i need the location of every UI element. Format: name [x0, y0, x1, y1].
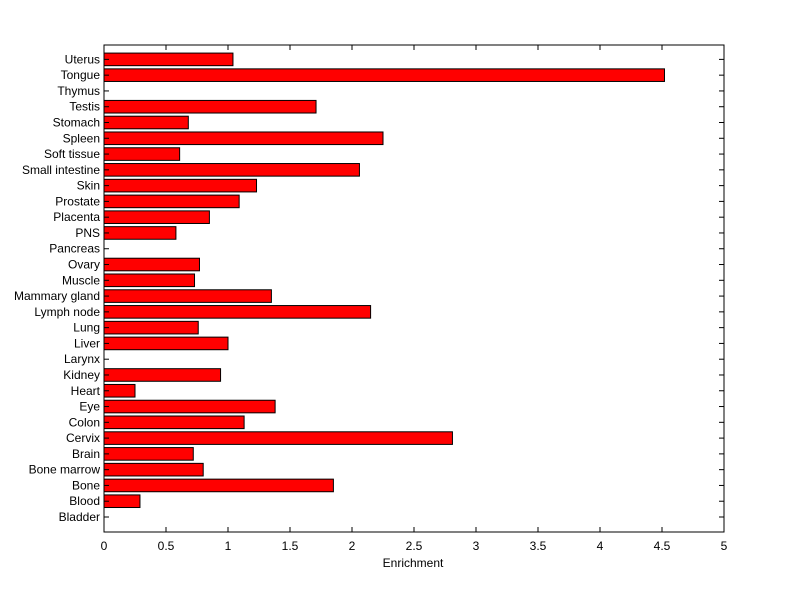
bar-lung	[103, 320, 199, 335]
bar-stomach	[103, 115, 189, 130]
bar-soft-tissue	[103, 147, 181, 161]
bar-mammary-gland	[103, 289, 272, 303]
y-tick-label: Kidney	[63, 368, 100, 382]
x-axis-label: Enrichment	[383, 556, 444, 570]
bar-skin	[103, 178, 258, 193]
plot-area	[103, 44, 725, 533]
x-tick-label: 3.5	[530, 539, 547, 553]
y-tick-label: Colon	[69, 415, 100, 429]
y-tick-label: Pancreas	[49, 242, 100, 256]
bar-cervix	[103, 431, 453, 445]
bar-prostate	[103, 194, 240, 209]
y-tick-label: Bone marrow	[29, 463, 101, 477]
x-tick-label: 0	[101, 539, 108, 553]
y-tick-label: Prostate	[55, 194, 100, 208]
y-tick-label: Eye	[79, 400, 100, 414]
y-tick-label: Uterus	[65, 52, 100, 66]
y-tick-label: Thymus	[57, 84, 100, 98]
bar-spleen	[103, 131, 384, 146]
y-tick-label: Bladder	[59, 510, 100, 524]
bar-liver	[103, 336, 229, 351]
x-tick-label: 0.5	[158, 539, 175, 553]
bar-brain	[103, 447, 194, 461]
y-tick-label: Mammary gland	[14, 289, 100, 303]
x-axis: 0 0.5 1 1.5 2 2.5 3 3.5 4 4.5 5	[101, 45, 728, 553]
x-tick-label: 1.5	[282, 539, 299, 553]
y-tick-label: Ovary	[68, 258, 100, 272]
bar-eye	[103, 399, 276, 414]
bar-muscle	[103, 273, 196, 288]
y-tick-label: Lung	[73, 321, 100, 335]
y-tick-label: Muscle	[62, 273, 100, 287]
x-tick-label: 4.5	[654, 539, 671, 553]
y-tick-label: Small intestine	[22, 163, 100, 177]
bar-lymph-node	[103, 305, 372, 319]
y-tick-label: Bone	[72, 478, 100, 492]
y-tick-label: Lymph node	[34, 305, 100, 319]
y-tick-label: Tongue	[61, 68, 101, 82]
bar-kidney	[103, 368, 222, 382]
bar-colon	[103, 415, 245, 430]
bar-testis	[103, 99, 317, 114]
y-tick-label: Brain	[72, 447, 100, 461]
x-tick-label: 2	[349, 539, 356, 553]
y-tick-label: Placenta	[53, 210, 100, 224]
y-tick-label: Testis	[69, 100, 100, 114]
bar-uterus	[103, 52, 234, 67]
y-tick-label: Blood	[69, 494, 100, 508]
bar-blood	[103, 494, 141, 509]
bar-pns	[103, 226, 177, 240]
y-tick-label: Stomach	[53, 116, 100, 130]
y-tick-label: Cervix	[66, 431, 100, 445]
bar-bone-marrow	[103, 462, 204, 477]
x-tick-label: 1	[225, 539, 232, 553]
bar-ovary	[103, 257, 200, 272]
bar-placenta	[103, 210, 210, 224]
y-tick-label: Spleen	[63, 131, 100, 145]
bars-group	[103, 52, 665, 509]
y-tick-label: Soft tissue	[44, 147, 100, 161]
x-tick-label: 5	[721, 539, 728, 553]
y-tick-label: Liver	[74, 336, 100, 350]
x-tick-label: 2.5	[406, 539, 423, 553]
y-tick-label: Skin	[77, 179, 100, 193]
y-tick-label: PNS	[75, 226, 100, 240]
bar-tongue	[103, 68, 665, 82]
y-tick-label: Larynx	[64, 352, 100, 366]
y-tick-label: Heart	[71, 384, 101, 398]
x-tick-label: 4	[597, 539, 604, 553]
x-tick-label: 3	[473, 539, 480, 553]
bar-bone	[103, 478, 334, 493]
bar-small-intestine	[103, 163, 360, 177]
